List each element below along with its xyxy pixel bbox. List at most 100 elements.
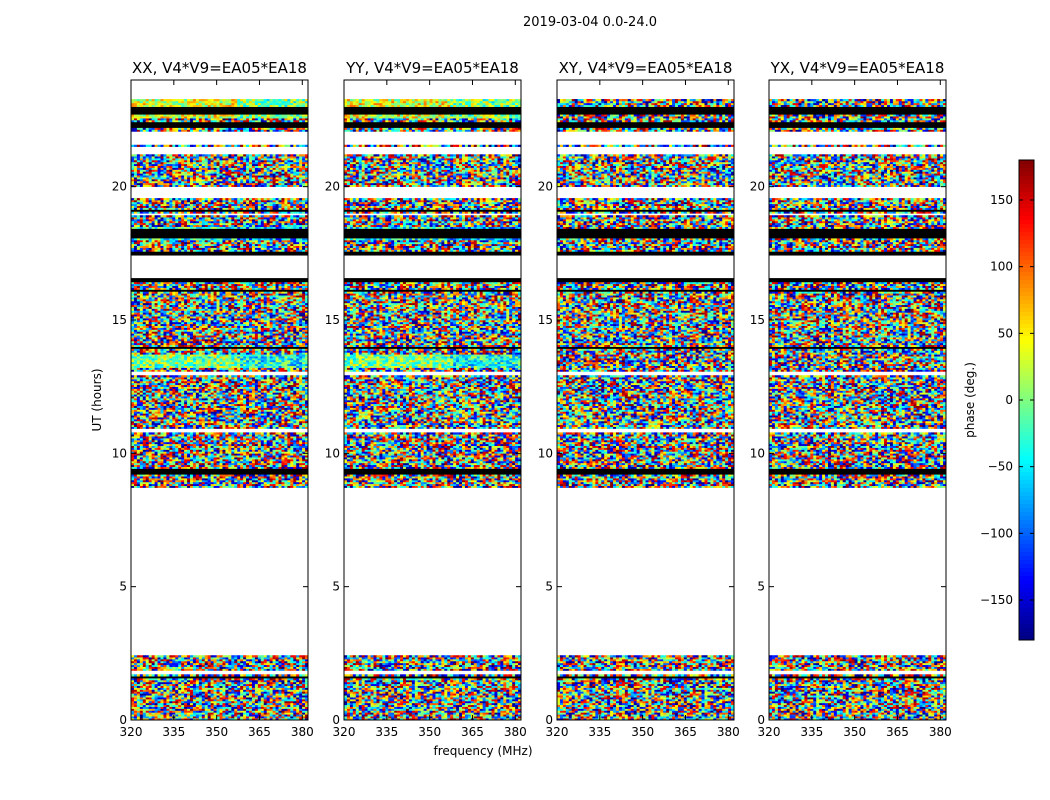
- phase-cell: [154, 695, 158, 698]
- phase-cell: [184, 476, 188, 479]
- phase-cell: [145, 422, 149, 426]
- phase-cell: [151, 434, 155, 437]
- phase-cell: [293, 441, 297, 445]
- phase-cell: [222, 392, 226, 395]
- phase-cell: [243, 392, 247, 395]
- phase-cell: [254, 685, 259, 688]
- phase-cell: [246, 422, 250, 426]
- phase-cell: [302, 398, 306, 401]
- phase-cell: [195, 689, 200, 692]
- phase-cell: [145, 441, 149, 445]
- phase-cell: [163, 683, 167, 687]
- phase-cell: [290, 386, 294, 389]
- phase-cell: [246, 460, 250, 464]
- phase-cell: [263, 432, 267, 435]
- phase-cell: [198, 394, 203, 397]
- phase-cell: [178, 668, 182, 671]
- phase-cell: [133, 485, 138, 488]
- phase-cell: [237, 443, 241, 447]
- phase-cell: [305, 440, 309, 443]
- phase-cell: [154, 382, 158, 386]
- phase-cell: [269, 691, 273, 694]
- phase-cell: [157, 681, 161, 685]
- phase-cell: [269, 403, 273, 407]
- phase-cell: [142, 388, 147, 391]
- phase-cell: [145, 460, 149, 464]
- phase-cell: [269, 420, 273, 424]
- phase-cell: [207, 674, 211, 677]
- phase-cell: [201, 483, 206, 487]
- phase-cell: [139, 398, 144, 401]
- phase-cell: [195, 460, 200, 464]
- phase-cell: [302, 422, 306, 426]
- phase-cell: [257, 689, 262, 692]
- phase-cell: [240, 455, 244, 458]
- phase-cell: [169, 453, 173, 456]
- phase-cell: [249, 466, 253, 469]
- phase-cell: [299, 700, 303, 704]
- phase-cell: [266, 681, 270, 685]
- phase-cell: [204, 390, 208, 393]
- phase-cell: [187, 382, 191, 386]
- phase-cell: [263, 691, 267, 694]
- phase-cell: [278, 401, 282, 405]
- phase-cell: [299, 422, 303, 426]
- phase-cell: [249, 382, 253, 386]
- phase-cell: [166, 379, 170, 382]
- phase-cell: [284, 390, 288, 393]
- phase-cell: [251, 398, 256, 401]
- phase-cell: [181, 417, 185, 420]
- phase-cell: [231, 704, 235, 707]
- phase-cell: [142, 440, 147, 443]
- phase-cell: [187, 714, 191, 717]
- phase-cell: [198, 689, 203, 692]
- phase-cell: [169, 662, 173, 666]
- phase-cell: [243, 451, 247, 454]
- phase-cell: [275, 451, 279, 454]
- phase-cell: [272, 455, 276, 458]
- phase-cell: [151, 666, 155, 669]
- phase-cell: [160, 478, 164, 481]
- phase-cell: [142, 481, 147, 485]
- phase-cell: [299, 460, 303, 464]
- phase-cell: [142, 483, 147, 487]
- phase-cell: [210, 464, 214, 467]
- phase-cell: [275, 455, 279, 458]
- phase-cell: [169, 388, 173, 391]
- phase-cell: [254, 415, 259, 418]
- phase-cell: [275, 380, 279, 384]
- phase-cell: [296, 407, 300, 410]
- phase-cell: [142, 447, 147, 450]
- phase-cell: [281, 660, 285, 664]
- phase-cell: [240, 483, 244, 487]
- phase-cell: [260, 714, 265, 717]
- phase-cell: [133, 700, 138, 704]
- phase-cell: [207, 405, 211, 408]
- phase-cell: [216, 415, 220, 418]
- phase-cell: [275, 680, 279, 683]
- phase-cell: [275, 441, 279, 445]
- phase-cell: [198, 382, 203, 386]
- phase-cell: [269, 680, 273, 683]
- phase-cell: [305, 449, 309, 452]
- phase-cell: [260, 666, 265, 669]
- phase-cell: [142, 451, 147, 454]
- phase-cell: [272, 660, 276, 664]
- phase-cell: [213, 695, 217, 698]
- phase-cell: [210, 441, 214, 445]
- phase-cell: [131, 700, 135, 704]
- phase-cell: [154, 691, 158, 694]
- phase-cell: [184, 481, 188, 485]
- phase-cell: [151, 668, 155, 671]
- phase-cell: [187, 436, 191, 439]
- phase-cell: [225, 451, 229, 454]
- phase-cell: [175, 459, 179, 462]
- phase-cell: [251, 699, 256, 702]
- phase-cell: [213, 668, 217, 671]
- phase-cell: [272, 417, 276, 420]
- phase-cell: [305, 466, 309, 469]
- phase-cell: [207, 443, 211, 447]
- phase-cell: [166, 460, 170, 464]
- phase-cell: [269, 466, 273, 469]
- phase-cell: [293, 668, 297, 671]
